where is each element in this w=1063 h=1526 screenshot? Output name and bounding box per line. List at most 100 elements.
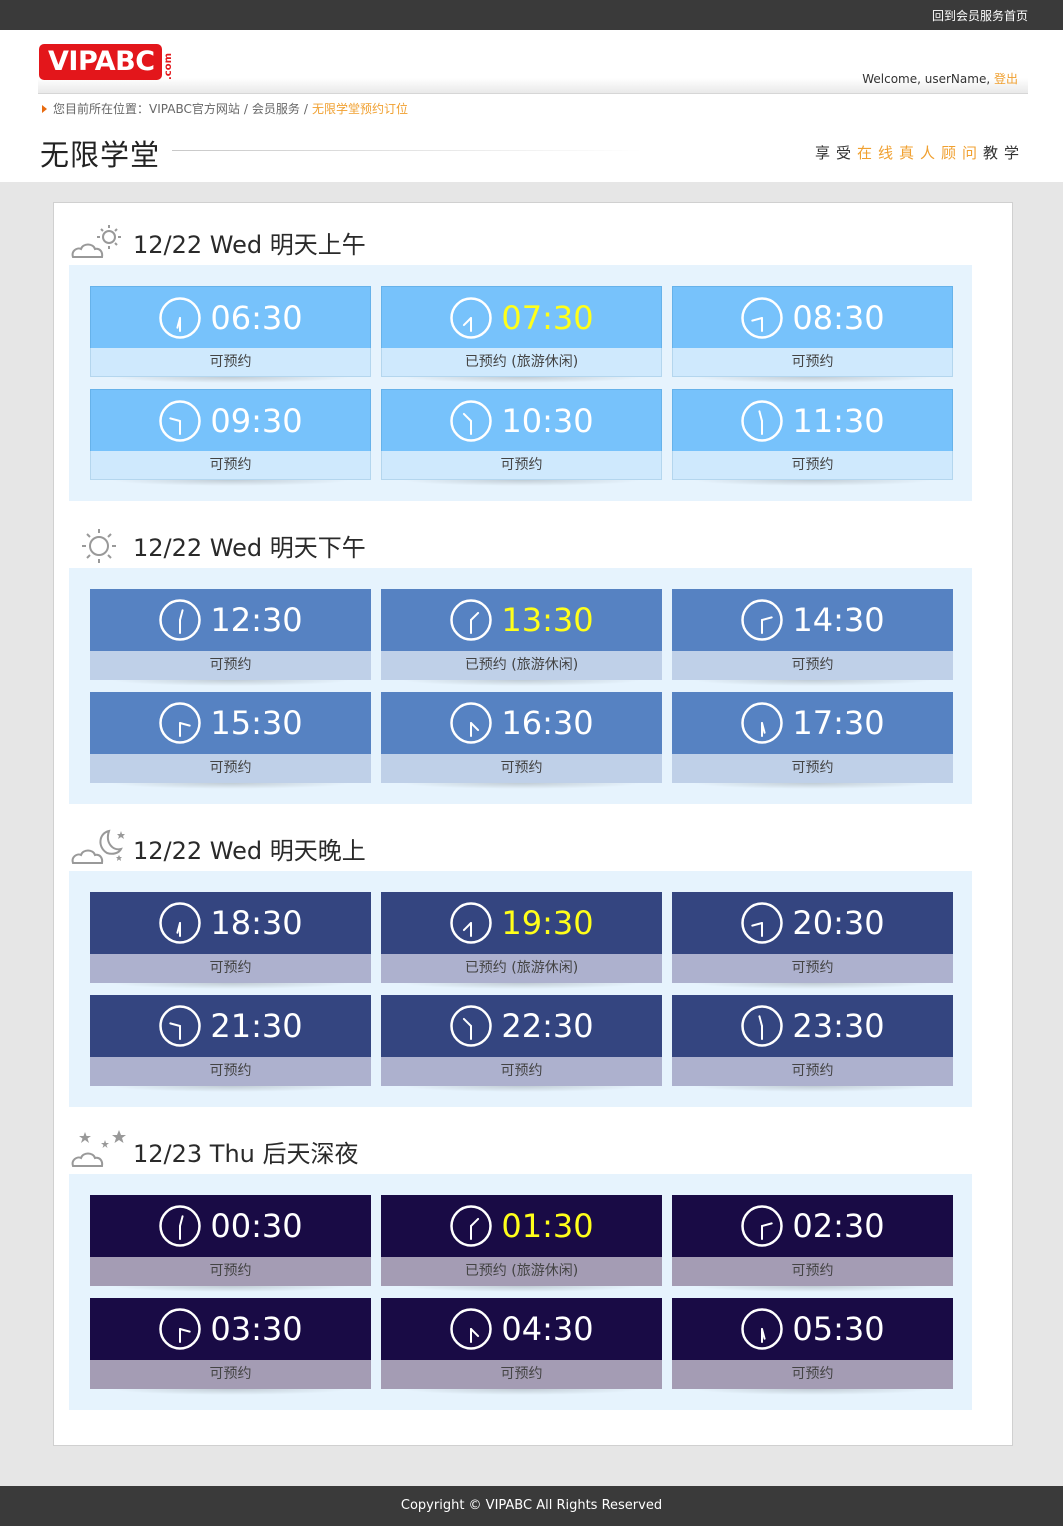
- breadcrumb-item-home[interactable]: VIPABC官方网站: [149, 102, 240, 116]
- slot-time: 20:30: [792, 904, 885, 942]
- time-slot[interactable]: 07:30 已预约 (旅游休闲): [381, 286, 662, 383]
- clock-icon: [741, 702, 784, 744]
- slot-time-area: 04:30: [381, 1298, 662, 1360]
- time-slot[interactable]: 00:30 可预约: [90, 1195, 371, 1292]
- clock-icon: [159, 702, 202, 744]
- footer: Copyright © VIPABC All Rights Reserved: [0, 1486, 1063, 1526]
- slot-status: 可预约: [381, 1057, 662, 1086]
- member-home-link[interactable]: 回到会员服务首页: [931, 9, 1028, 23]
- slot-status: 可预约: [381, 1360, 662, 1389]
- slot-time: 21:30: [210, 1007, 303, 1045]
- slot-time-area: 00:30: [90, 1195, 371, 1257]
- stars-cloud-icon: [71, 1130, 126, 1167]
- slot-time-area: 18:30: [90, 892, 371, 954]
- slot-time: 04:30: [501, 1310, 594, 1348]
- clock-icon: [159, 1005, 202, 1047]
- section-header: 12/23 Thu 后天深夜: [69, 1112, 972, 1172]
- time-slot[interactable]: 09:30 可预约: [90, 389, 371, 486]
- time-slot[interactable]: 18:30 可预约: [90, 892, 371, 989]
- breadcrumb-arrow-icon: [42, 104, 47, 113]
- slot-time: 05:30: [792, 1310, 885, 1348]
- welcome-text: Welcome, userName, 登出: [862, 70, 1018, 87]
- section-header: 12/22 Wed 明天下午: [69, 506, 972, 566]
- slot-grid: 06:30 可预约 07:30 已预约 (旅游休闲) 08:30 可预约 09:30 可预约 1…: [69, 265, 972, 501]
- slot-time-area: 21:30: [90, 995, 371, 1057]
- slot-status: 可预约: [672, 1257, 953, 1286]
- clock-icon: [741, 296, 784, 339]
- section-title: 12/22 Wed 明天上午: [133, 231, 366, 259]
- clock-icon: [159, 1308, 202, 1350]
- slot-time-area: 19:30: [381, 892, 662, 954]
- slot-time: 01:30: [501, 1207, 594, 1245]
- clock-icon: [450, 1205, 493, 1247]
- header: VIPABC .com Welcome, userName, 登出 您目前所在位…: [0, 30, 1063, 182]
- logo[interactable]: VIPABC .com: [39, 44, 174, 80]
- slot-time: 11:30: [792, 401, 885, 440]
- slot-status: 可预约: [672, 451, 953, 480]
- slot-time: 16:30: [501, 704, 594, 742]
- slot-status: 可预约: [90, 348, 371, 377]
- time-slot[interactable]: 22:30 可预约: [381, 995, 662, 1092]
- page-title: 无限学堂: [40, 138, 161, 172]
- time-slot[interactable]: 20:30 可预约: [672, 892, 953, 989]
- time-slot[interactable]: 02:30 可预约: [672, 1195, 953, 1292]
- slot-time: 13:30: [501, 601, 594, 639]
- clock-icon: [450, 902, 493, 944]
- logo-text: VIPABC: [39, 44, 162, 80]
- slot-status: 可预约: [90, 1257, 371, 1286]
- clock-icon: [741, 1308, 784, 1350]
- slot-status: 可预约: [90, 954, 371, 983]
- time-slot[interactable]: 04:30 可预约: [381, 1298, 662, 1395]
- logo-suffix: .com: [162, 52, 174, 80]
- time-slot[interactable]: 10:30 可预约: [381, 389, 662, 486]
- time-slot[interactable]: 08:30 可预约: [672, 286, 953, 383]
- time-slot[interactable]: 03:30 可预约: [90, 1298, 371, 1395]
- slot-time-area: 16:30: [381, 692, 662, 754]
- clock-icon: [159, 599, 202, 641]
- slot-status: 可预约: [90, 451, 371, 480]
- section-header: 12/22 Wed 明天晚上: [69, 809, 972, 869]
- slot-time-area: 17:30: [672, 692, 953, 754]
- time-slot[interactable]: 17:30 可预约: [672, 692, 953, 789]
- slot-time-area: 15:30: [90, 692, 371, 754]
- slot-status: 已预约 (旅游休闲): [381, 348, 662, 377]
- time-slot[interactable]: 21:30 可预约: [90, 995, 371, 1092]
- clock-icon: [741, 599, 784, 641]
- slot-status: 已预约 (旅游休闲): [381, 954, 662, 983]
- moon-cloud-icon: [71, 829, 125, 864]
- clock-icon: [450, 599, 493, 641]
- slot-time-area: 08:30: [672, 286, 953, 348]
- time-slot[interactable]: 11:30 可预约: [672, 389, 953, 486]
- time-slot[interactable]: 06:30 可预约: [90, 286, 371, 383]
- time-slot[interactable]: 14:30 可预约: [672, 589, 953, 686]
- logout-link[interactable]: 登出: [993, 72, 1018, 86]
- slot-time: 18:30: [210, 904, 303, 942]
- slot-time: 03:30: [210, 1310, 303, 1348]
- time-slot[interactable]: 15:30 可预约: [90, 692, 371, 789]
- slot-status: 已预约 (旅游休闲): [381, 651, 662, 680]
- slot-time-area: 20:30: [672, 892, 953, 954]
- slot-time: 00:30: [210, 1207, 303, 1245]
- slot-time-area: 09:30: [90, 389, 371, 451]
- clock-icon: [450, 296, 493, 339]
- slot-time: 10:30: [501, 401, 594, 440]
- slot-status: 可预约: [381, 451, 662, 480]
- slot-time-area: 14:30: [672, 589, 953, 651]
- time-slot[interactable]: 05:30 可预约: [672, 1298, 953, 1395]
- clock-icon: [741, 902, 784, 944]
- slot-time-area: 03:30: [90, 1298, 371, 1360]
- slot-time-area: 12:30: [90, 589, 371, 651]
- time-slot[interactable]: 01:30 已预约 (旅游休闲): [381, 1195, 662, 1292]
- time-slot[interactable]: 12:30 可预约: [90, 589, 371, 686]
- time-slot[interactable]: 23:30 可预约: [672, 995, 953, 1092]
- section-title: 12/23 Thu 后天深夜: [133, 1140, 359, 1168]
- time-slot[interactable]: 16:30 可预约: [381, 692, 662, 789]
- slot-time: 07:30: [501, 298, 594, 337]
- slot-time: 09:30: [210, 401, 303, 440]
- sun-cloud-icon: [71, 225, 121, 258]
- time-slot[interactable]: 19:30 已预约 (旅游休闲): [381, 892, 662, 989]
- breadcrumb-item-member[interactable]: 会员服务: [251, 102, 300, 116]
- time-slot[interactable]: 13:30 已预约 (旅游休闲): [381, 589, 662, 686]
- clock-icon: [450, 1005, 493, 1047]
- clock-icon: [741, 399, 784, 442]
